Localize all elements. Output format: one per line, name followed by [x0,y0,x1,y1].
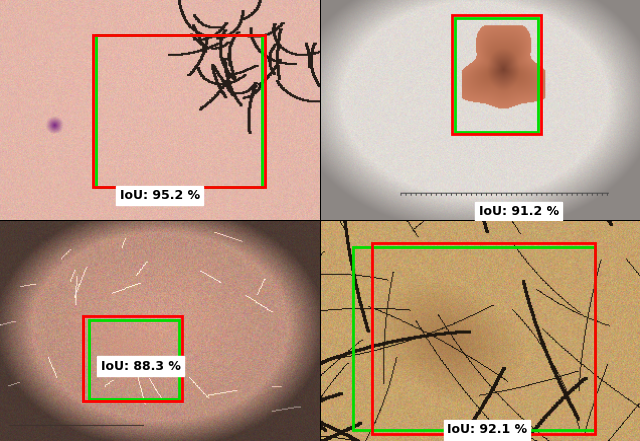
Text: IoU: 95.2 %: IoU: 95.2 % [120,189,200,202]
Bar [96,35,262,187]
Bar [353,247,595,430]
Bar [372,243,595,434]
Bar [90,320,179,399]
Bar [452,15,541,134]
Bar [455,18,538,132]
Text: IoU: 91.2 %: IoU: 91.2 % [479,205,559,218]
Bar [93,35,265,187]
Text: IoU: 88.3 %: IoU: 88.3 % [100,359,180,373]
Bar [83,316,182,401]
Text: IoU: 92.1 %: IoU: 92.1 % [447,423,527,437]
